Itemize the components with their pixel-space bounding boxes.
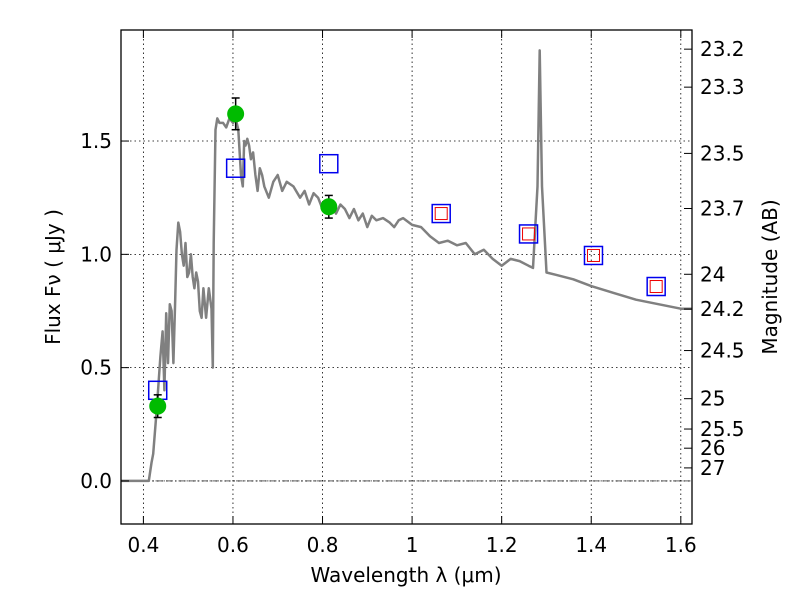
red-inner-square bbox=[586, 248, 600, 262]
magnitude-axis-label: Magnitude (AB) bbox=[758, 199, 782, 354]
sed-model-line bbox=[121, 49, 692, 483]
photometry-markers bbox=[147, 97, 666, 419]
red-inner-square bbox=[434, 207, 448, 221]
red-inner-square bbox=[522, 227, 536, 241]
sed-model-curve bbox=[121, 49, 692, 483]
magnitude-tick-label: 24 bbox=[700, 262, 725, 286]
model-photometry-square bbox=[518, 224, 539, 244]
plot-frame bbox=[120, 29, 693, 525]
magnitude-tick-label: 24.5 bbox=[700, 339, 745, 363]
magnitude-tick-label: 27 bbox=[700, 456, 725, 480]
model-photometry-square bbox=[583, 245, 604, 266]
magnitude-tick-label: 23.5 bbox=[700, 141, 745, 165]
model-photometry-square bbox=[646, 276, 666, 297]
model-photometry-square bbox=[225, 158, 246, 178]
x-tick-label: 1.2 bbox=[486, 533, 518, 557]
model-photometry-square bbox=[431, 203, 451, 224]
magnitude-tick-label: 26 bbox=[700, 436, 725, 460]
y-tick-label: 1.0 bbox=[80, 242, 112, 266]
x-tick-label: 0.6 bbox=[217, 533, 249, 557]
observed-photometry-point bbox=[149, 397, 167, 415]
red-inner-square bbox=[649, 280, 663, 294]
observed-photometry-point bbox=[227, 105, 245, 123]
axis-ticks: 0.4 0.6 0.8 1 1.2 1.4 1.6 0.0 0.5 1.0 1.5 23.2 23.3 2… bbox=[80, 30, 745, 557]
magnitude-tick-label: 23.7 bbox=[700, 197, 745, 221]
magnitude-tick-label: 24.2 bbox=[700, 297, 745, 321]
y-axis-label: Flux Fν ( μJy ) bbox=[41, 209, 65, 345]
magnitude-tick-label: 23.3 bbox=[700, 75, 745, 99]
x-tick-label: 1 bbox=[406, 533, 419, 557]
y-tick-label: 0.0 bbox=[80, 469, 112, 493]
magnitude-tick-label: 25.5 bbox=[700, 417, 745, 441]
x-tick-label: 0.8 bbox=[307, 533, 339, 557]
y-tick-label: 1.5 bbox=[80, 129, 112, 153]
x-axis-label: Wavelength λ (μm) bbox=[310, 563, 501, 587]
y-tick-label: 0.5 bbox=[80, 356, 112, 380]
model-photometry-square bbox=[319, 153, 339, 174]
x-tick-label: 0.4 bbox=[127, 533, 159, 557]
magnitude-tick-label: 23.2 bbox=[700, 37, 745, 61]
x-tick-label: 1.6 bbox=[665, 533, 697, 557]
magnitude-tick-label: 25 bbox=[700, 387, 725, 411]
x-tick-label: 1.4 bbox=[575, 533, 607, 557]
observed-photometry-point bbox=[320, 198, 338, 216]
